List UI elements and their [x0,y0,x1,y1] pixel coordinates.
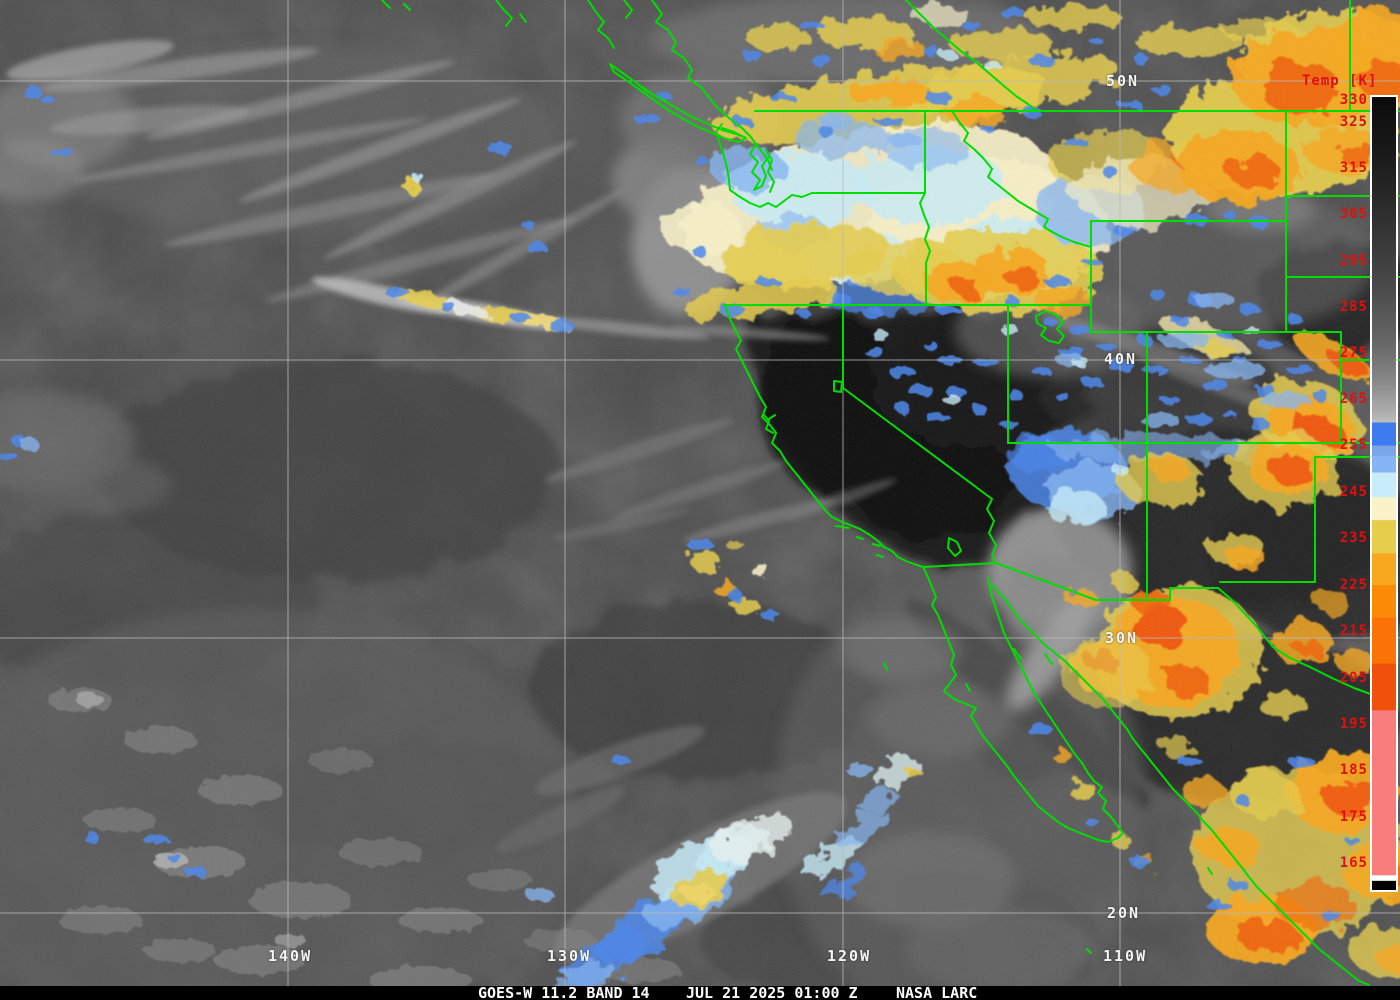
footer-datetime-label: JUL 21 2025 01:00 Z [686,984,858,1000]
grid-label-110w: 110W [1103,947,1148,965]
temp-tick-255: 255 [1339,437,1368,453]
temp-tick-215: 215 [1339,623,1368,639]
isla-tiburon [1044,653,1053,665]
border-or-id [919,192,931,306]
temp-tick-315: 315 [1339,160,1368,176]
coastline-haida-gwaii [381,0,633,49]
grid-label-120w: 120W [827,947,872,965]
coastline-bc [651,0,773,171]
temp-tick-265: 265 [1339,391,1368,407]
grid-label-30n: 30N [1105,629,1139,647]
grid-label-140w: 140W [268,947,313,965]
coastline-california [724,304,924,568]
temp-tick-185: 185 [1339,762,1368,778]
border-bc-alberta [905,0,1037,111]
coastline-baja-west [922,566,1124,843]
border-ca-nv-colorado-river [842,304,997,564]
coastline-sonora-sinaloa [992,584,1370,986]
temperature-colorbar [1370,95,1398,892]
sonora-coastal-island [1207,867,1213,875]
temp-tick-165: 165 [1339,855,1368,871]
grid-label-40n: 40N [1104,350,1138,368]
temp-tick-225: 225 [1339,577,1368,593]
temp-tick-205: 205 [1339,670,1368,686]
temp-tick-275: 275 [1339,345,1368,361]
temp-tick-195: 195 [1339,716,1368,732]
lake-tahoe [833,380,843,393]
guadalupe-island [883,662,888,671]
colorbar-title: Temp [K] [1302,73,1378,89]
temp-tick-325: 325 [1339,114,1368,130]
vancouver-island [609,63,747,143]
great-salt-lake [1035,310,1065,344]
temp-tick-330: 330 [1339,92,1368,108]
isla-angel-de-la-guarda [1013,648,1022,660]
border-us-mexico-rio-grande [922,562,1399,707]
temp-tick-285: 285 [1339,299,1368,315]
coastline-baja-east [987,577,1124,834]
temp-tick-175: 175 [1339,809,1368,825]
footer-credit-label: NASA LARC [896,984,978,1000]
map-boundaries [381,0,1400,986]
footer-product-label: GOES-W 11.2 BAND 14 [478,984,650,1000]
footer-bar: GOES-W 11.2 BAND 14 JUL 21 2025 01:00 Z … [0,984,1400,1000]
socorro-island [1086,948,1092,954]
grid-label-20n: 20N [1107,904,1141,922]
cedros-island [965,683,971,692]
temp-tick-235: 235 [1339,530,1368,546]
temp-tick-295: 295 [1339,253,1368,269]
san-francisco-bay [763,414,776,434]
salton-sea [947,537,962,557]
channel-islands [835,525,884,558]
border-wa-or [729,189,926,208]
temp-tick-245: 245 [1339,484,1368,500]
grid-label-50n: 50N [1106,72,1140,90]
temp-tick-305: 305 [1339,206,1368,222]
border-id-mt [951,110,1092,248]
grid-label-130w: 130W [547,947,592,965]
coastline-puget-sound [749,143,775,193]
